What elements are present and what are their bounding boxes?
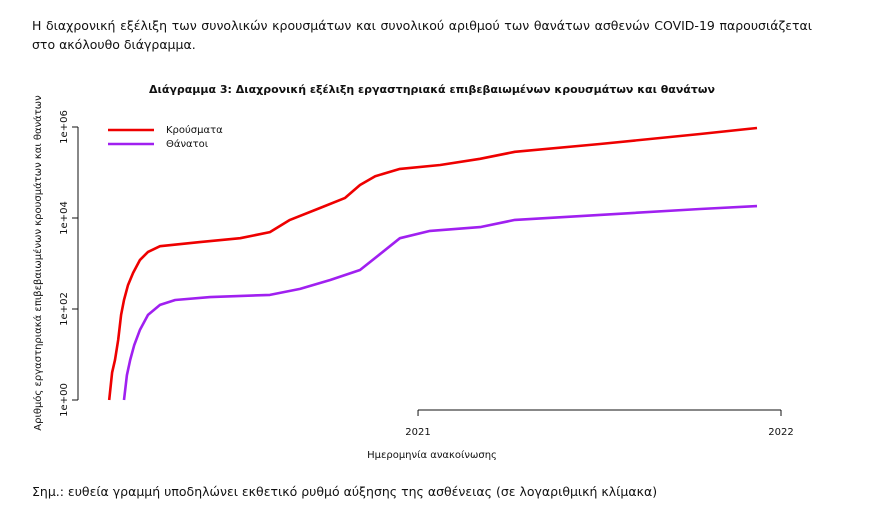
chart-title: Διάγραμμα 3: Διαχρονική εξέλιξη εργαστηρ… bbox=[149, 83, 715, 96]
legend-label: Κρούσματα bbox=[166, 124, 223, 136]
x-axis-label: Ημερομηνία ανακοίνωσης bbox=[367, 449, 497, 461]
y-tick-label: 1e+04 bbox=[59, 201, 70, 235]
chart: Διάγραμμα 3: Διαχρονική εξέλιξη εργαστηρ… bbox=[32, 83, 794, 461]
y-tick-label: 1e+06 bbox=[59, 110, 70, 144]
intro-text: Η διαχρονική εξέλιξη των συνολικών κρουσ… bbox=[32, 18, 812, 52]
x-tick-label: 2022 bbox=[768, 427, 793, 438]
series-line bbox=[107, 126, 758, 401]
legend-label: Θάνατοι bbox=[166, 138, 209, 150]
y-tick-label: 1e+02 bbox=[59, 292, 70, 326]
y-axis-label: Αριθμός εργαστηριακά επιβεβαιωμένων κρου… bbox=[32, 95, 44, 431]
y-tick-label: 1e+00 bbox=[59, 383, 70, 417]
series-line bbox=[122, 204, 758, 401]
x-tick-label: 2021 bbox=[405, 427, 430, 438]
note-text: Σημ.: ευθεία γραμμή υποδηλώνει εκθετικό … bbox=[32, 484, 658, 499]
